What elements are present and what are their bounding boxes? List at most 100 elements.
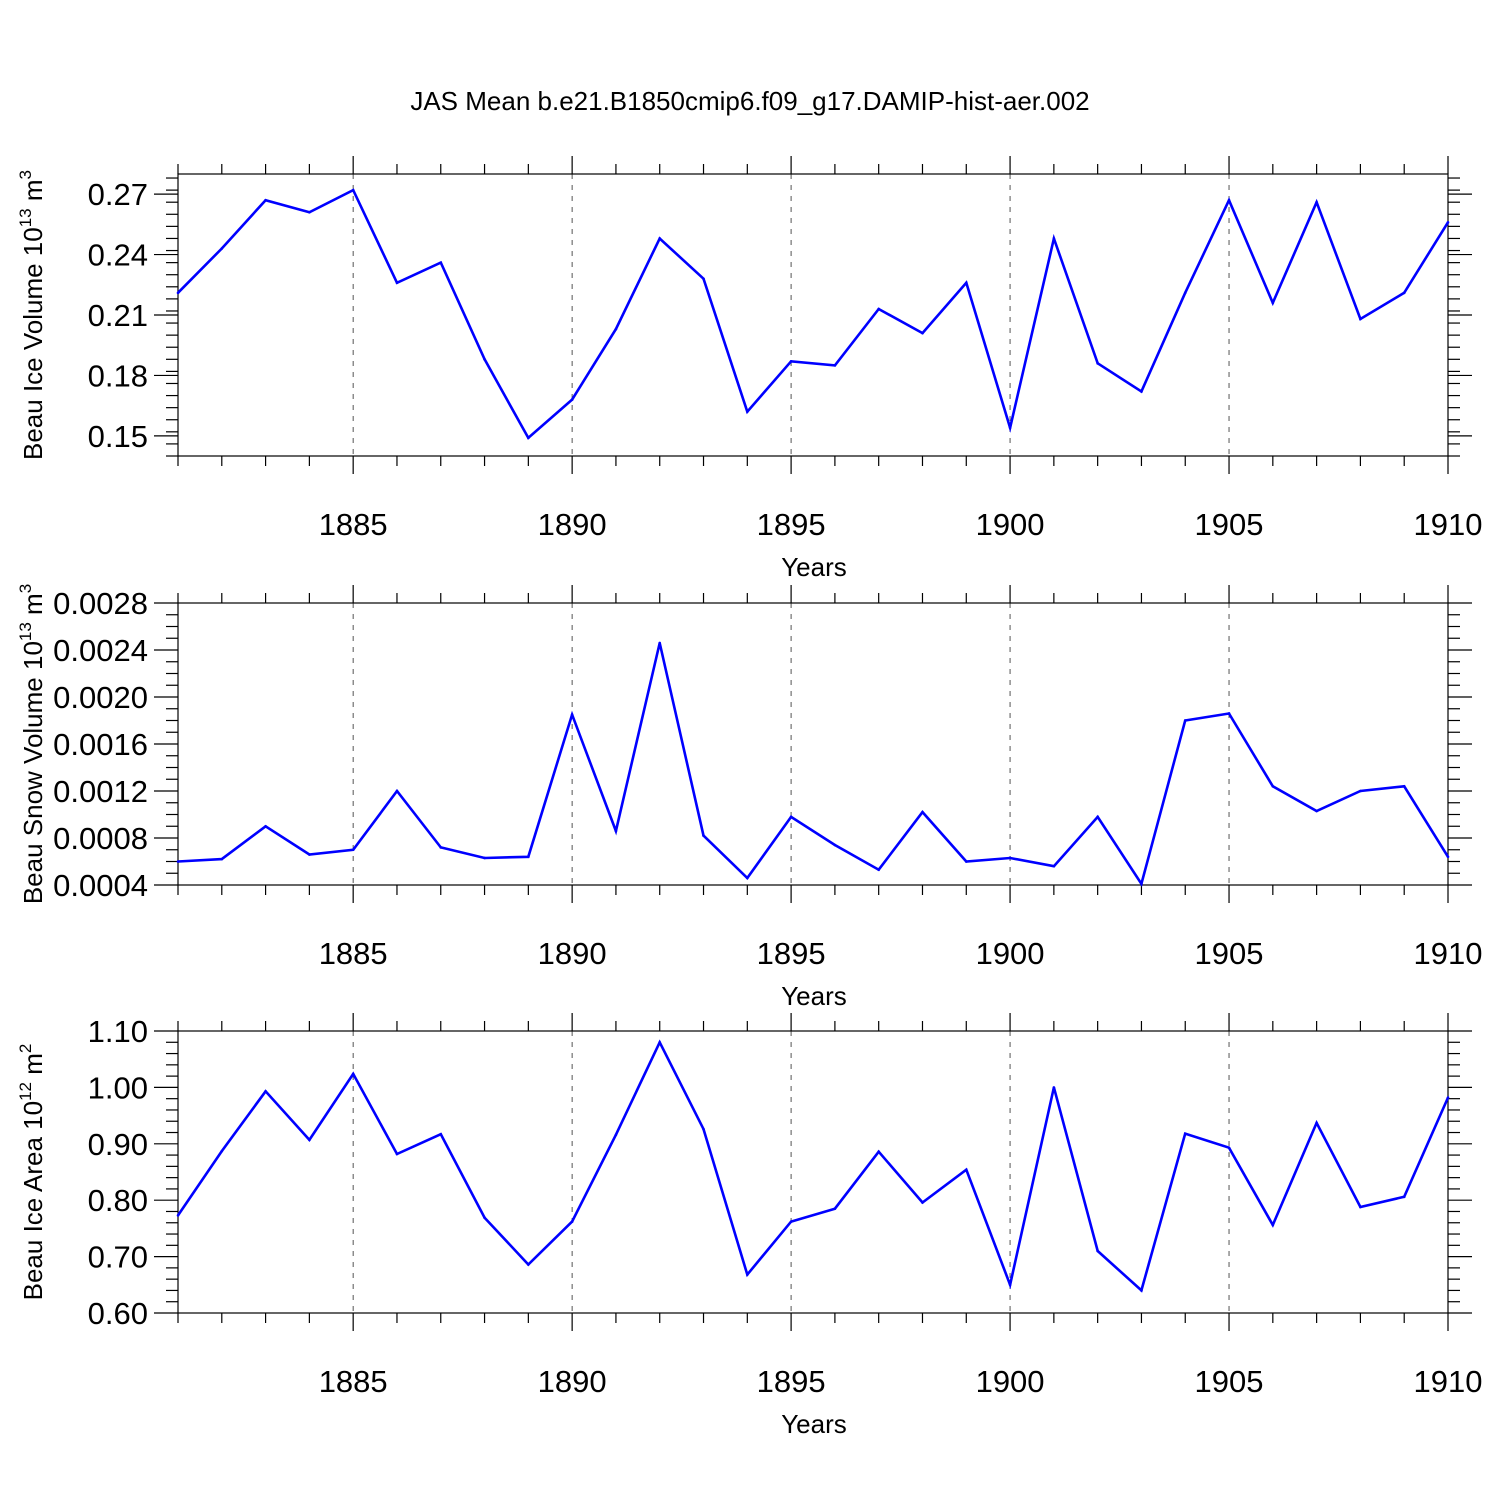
data-point [746,876,749,880]
data-point [1140,882,1143,886]
data-point [833,364,837,367]
data-point [1315,1121,1318,1125]
panel-snow-volume: 0.0004 0.0008 0.0012 0.0016 0.0020 0.0024 0.00… [16,584,1482,1011]
y-axis-title-text: Beau Ice Area 10 [18,1101,48,1300]
data-point [483,358,486,361]
data-point [527,436,530,440]
y-tick-label: 0.0028 [53,586,148,621]
y-tick-label: 0.18 [88,358,148,393]
x-tick-label: 1910 [1414,936,1483,971]
data-point [1227,712,1231,715]
data-point [1315,200,1318,204]
data-point [395,281,399,285]
y-axis-title-exponent: 13 [16,622,35,641]
y-axis-title-text: Beau Ice Volume 10 [18,227,48,460]
data-point [1140,1289,1143,1292]
data-point [1315,809,1318,813]
y-axis-title-unit: m [18,593,48,622]
data-point [176,860,180,863]
y-axis-title-exponent: 12 [16,1082,35,1101]
data-point [308,210,311,214]
data-point [1052,864,1056,868]
series-line [177,188,1450,440]
y-tick-label: 0.0020 [53,680,148,715]
data-point [395,1152,399,1156]
y-axis-title-unit-exponent: 2 [16,1044,35,1053]
data-point [833,1207,837,1210]
y-tick-label: 0.0004 [53,868,148,903]
y-tick-label: 0.70 [88,1240,148,1275]
data-point [483,1216,486,1219]
data-point [1183,291,1187,295]
y-axis-title-exponent: 13 [16,208,35,227]
data-point [921,331,924,335]
y-tick-label: 1.00 [88,1070,148,1105]
data-point [351,848,355,852]
data-point [614,829,618,833]
data-point [658,641,662,645]
data-point [964,281,968,285]
data-point [1271,1223,1275,1227]
data-point [220,247,224,250]
x-tick-label: 1895 [757,936,826,971]
data-point [1008,856,1012,860]
x-tick-label: 1905 [1195,507,1264,542]
data-point [220,857,224,861]
x-tick-label: 1910 [1414,507,1483,542]
data-point [1402,291,1406,295]
x-tick-label: 1910 [1414,1364,1483,1399]
data-point [1402,785,1406,788]
y-axis-title: Beau Ice Area 1012 m2 [16,1044,48,1301]
series-line [176,1039,1450,1293]
data-point [789,815,793,819]
y-tick-label: 0.60 [88,1296,148,1331]
x-tick-label: 1905 [1195,936,1264,971]
data-point [483,856,486,860]
x-tick-label: 1900 [976,936,1045,971]
data-point [658,237,662,240]
data-point [658,1040,662,1044]
data-point [570,713,574,716]
y-axis-title: Beau Ice Volume 1013 m3 [16,170,48,460]
data-point [264,824,267,828]
x-tick-label: 1905 [1195,1364,1264,1399]
data-point [1183,719,1187,722]
data-point [395,789,399,793]
data-point [877,1150,880,1153]
data-point [789,1220,793,1223]
data-point [176,1214,180,1217]
data-point [877,868,880,872]
data-point [439,1132,443,1136]
data-point [1096,815,1099,819]
data-point [833,843,837,847]
data-point [176,291,180,295]
data-point [1227,198,1231,202]
data-point [702,277,705,281]
y-axis-title-unit-exponent: 3 [16,584,35,593]
data-point [1096,362,1099,365]
y-tick-label: 0.90 [88,1127,148,1162]
data-point [1359,317,1362,321]
x-axis-title: Years [781,981,847,1011]
data-point [527,855,530,859]
data-point [789,360,793,363]
data-point [527,1263,530,1266]
x-tick-label: 1885 [319,1364,388,1399]
x-tick-label: 1895 [757,1364,826,1399]
data-point [439,261,443,264]
x-tick-label: 1890 [538,1364,607,1399]
data-point [1227,1146,1231,1150]
x-tick-label: 1900 [976,1364,1045,1399]
y-tick-label: 0.0008 [53,821,148,856]
y-tick-label: 0.0016 [53,727,148,762]
data-point [921,810,924,814]
y-tick-label: 1.10 [88,1014,148,1049]
data-point [264,1090,267,1093]
y-tick-label: 0.0012 [53,774,148,809]
data-point [439,846,443,849]
data-point [308,853,311,856]
data-point [921,1201,924,1204]
data-point [1096,1249,1099,1253]
data-point [1446,221,1450,224]
